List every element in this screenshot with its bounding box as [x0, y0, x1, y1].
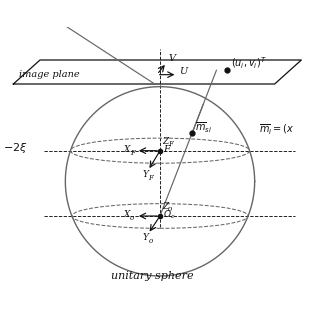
Text: V: V [168, 54, 175, 63]
Text: Z: Z [162, 137, 168, 146]
Text: Y: Y [143, 233, 149, 242]
Text: o: o [130, 214, 134, 222]
Text: F: F [163, 145, 170, 154]
Text: $-2\xi$: $-2\xi$ [3, 141, 27, 155]
Text: X: X [124, 210, 130, 219]
Text: image plane: image plane [19, 70, 79, 79]
Text: Y: Y [143, 170, 149, 179]
Text: X: X [124, 145, 130, 154]
Text: o: o [148, 237, 153, 245]
Text: $\overline{m}_i = (x$: $\overline{m}_i = (x$ [259, 123, 294, 137]
Text: $O_c$: $O_c$ [163, 209, 176, 221]
Text: Z: Z [162, 202, 168, 211]
Text: F: F [168, 140, 173, 148]
Text: unitary sphere: unitary sphere [111, 271, 193, 281]
Text: o: o [168, 205, 172, 213]
Text: F: F [130, 149, 135, 157]
Text: F: F [148, 174, 153, 182]
Text: $(u_i, v_i)^T$: $(u_i, v_i)^T$ [231, 55, 266, 71]
Text: $\overline{m}_{si}$: $\overline{m}_{si}$ [195, 121, 212, 135]
Text: U: U [179, 67, 187, 76]
